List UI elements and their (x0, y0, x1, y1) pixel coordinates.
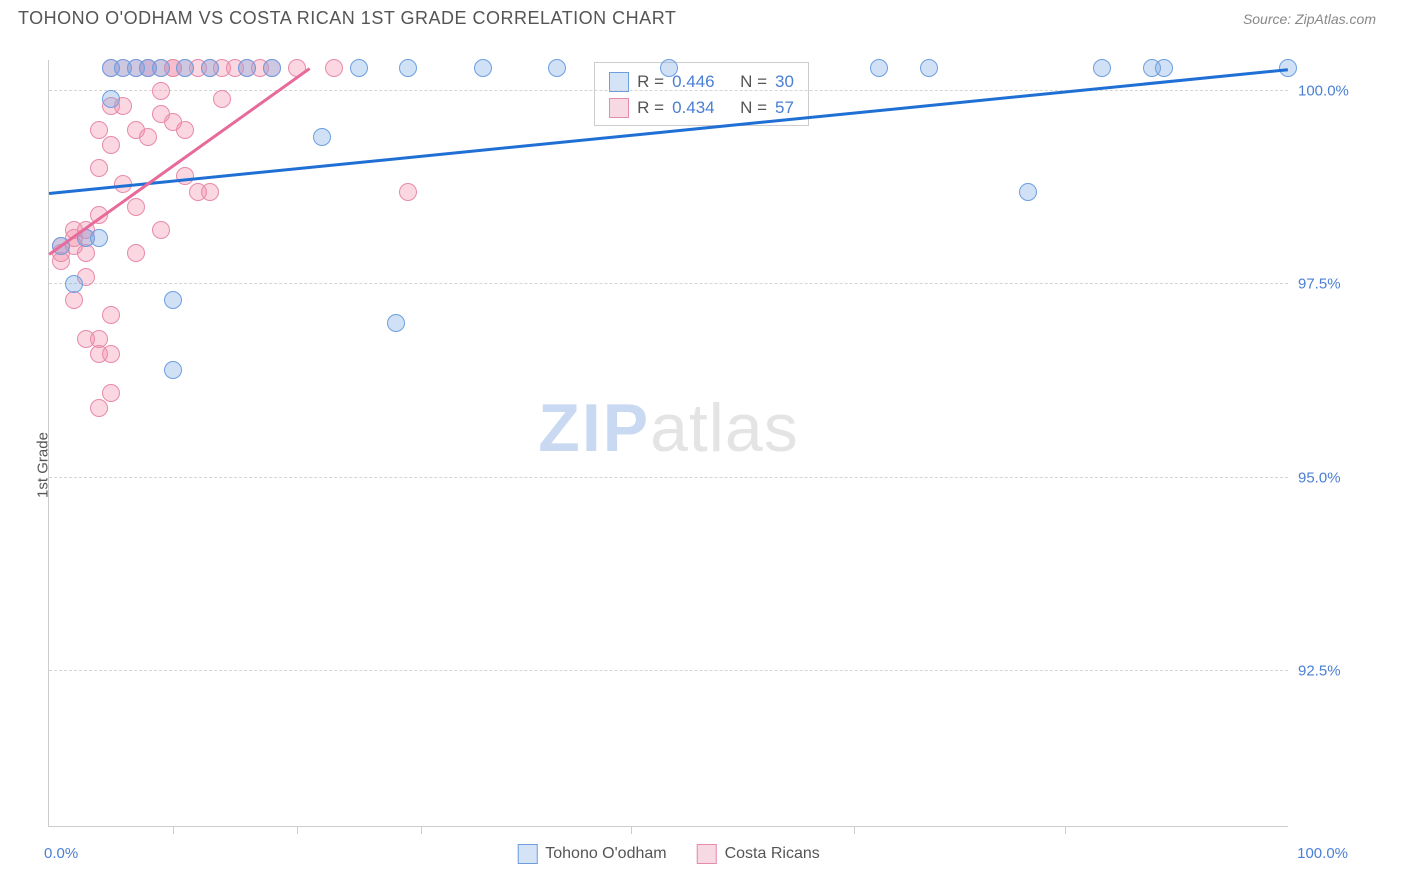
y-tick-label: 92.5% (1298, 663, 1378, 680)
point-tohono (399, 59, 417, 77)
gridline (49, 477, 1288, 478)
x-min-label: 0.0% (44, 845, 78, 862)
y-tick-label: 97.5% (1298, 276, 1378, 293)
y-tick-label: 100.0% (1298, 82, 1378, 99)
point-tohono (164, 291, 182, 309)
point-tohono (387, 314, 405, 332)
x-tick (631, 826, 632, 834)
legend-item: Costa Ricans (697, 844, 820, 864)
point-tohono (1093, 59, 1111, 77)
point-costa-rican (77, 244, 95, 262)
chart-title: TOHONO O'ODHAM VS COSTA RICAN 1ST GRADE … (18, 8, 676, 29)
point-costa-rican (90, 399, 108, 417)
point-costa-rican (176, 167, 194, 185)
point-costa-rican (201, 183, 219, 201)
point-costa-rican (102, 345, 120, 363)
chart-container: 1st Grade ZIPatlas R = 0.446 N = 30 R = … (18, 48, 1388, 882)
series-legend: Tohono O'odham Costa Ricans (517, 844, 820, 864)
point-costa-rican (399, 183, 417, 201)
legend-swatch (517, 844, 537, 864)
point-costa-rican (152, 82, 170, 100)
point-costa-rican (127, 198, 145, 216)
point-costa-rican (90, 121, 108, 139)
point-costa-rican (152, 221, 170, 239)
stats-row: R = 0.446 N = 30 (609, 69, 794, 95)
point-costa-rican (213, 90, 231, 108)
legend-label: Costa Ricans (725, 845, 820, 863)
point-tohono (350, 59, 368, 77)
point-costa-rican (102, 136, 120, 154)
stats-legend: R = 0.446 N = 30 R = 0.434 N = 57 (594, 62, 809, 126)
legend-swatch (697, 844, 717, 864)
point-tohono (1019, 183, 1037, 201)
point-costa-rican (139, 128, 157, 146)
point-tohono (65, 275, 83, 293)
x-tick (854, 826, 855, 834)
point-tohono (660, 59, 678, 77)
watermark: ZIPatlas (538, 389, 798, 467)
legend-item: Tohono O'odham (517, 844, 666, 864)
point-tohono (164, 361, 182, 379)
point-tohono (201, 59, 219, 77)
point-tohono (313, 128, 331, 146)
point-tohono (152, 59, 170, 77)
source-credit: Source: ZipAtlas.com (1243, 11, 1376, 27)
legend-label: Tohono O'odham (545, 845, 666, 863)
stats-row: R = 0.434 N = 57 (609, 95, 794, 121)
x-tick (173, 826, 174, 834)
point-tohono (263, 59, 281, 77)
point-tohono (90, 229, 108, 247)
point-tohono (920, 59, 938, 77)
point-tohono (870, 59, 888, 77)
point-costa-rican (77, 330, 95, 348)
point-costa-rican (102, 384, 120, 402)
point-costa-rican (176, 121, 194, 139)
point-tohono (238, 59, 256, 77)
point-costa-rican (127, 244, 145, 262)
plot-area: ZIPatlas R = 0.446 N = 30 R = 0.434 N = … (48, 60, 1288, 827)
point-costa-rican (90, 159, 108, 177)
point-tohono (548, 59, 566, 77)
point-tohono (176, 59, 194, 77)
point-tohono (474, 59, 492, 77)
x-tick (1065, 826, 1066, 834)
point-tohono (1155, 59, 1173, 77)
trendline-costa-rican (48, 68, 310, 256)
legend-swatch (609, 98, 629, 118)
x-max-label: 100.0% (1297, 845, 1348, 862)
gridline (49, 283, 1288, 284)
x-tick (421, 826, 422, 834)
point-tohono (102, 90, 120, 108)
point-costa-rican (65, 291, 83, 309)
point-costa-rican (325, 59, 343, 77)
point-costa-rican (152, 105, 170, 123)
x-tick (297, 826, 298, 834)
gridline (49, 90, 1288, 91)
gridline (49, 670, 1288, 671)
point-costa-rican (102, 306, 120, 324)
y-tick-label: 95.0% (1298, 469, 1378, 486)
